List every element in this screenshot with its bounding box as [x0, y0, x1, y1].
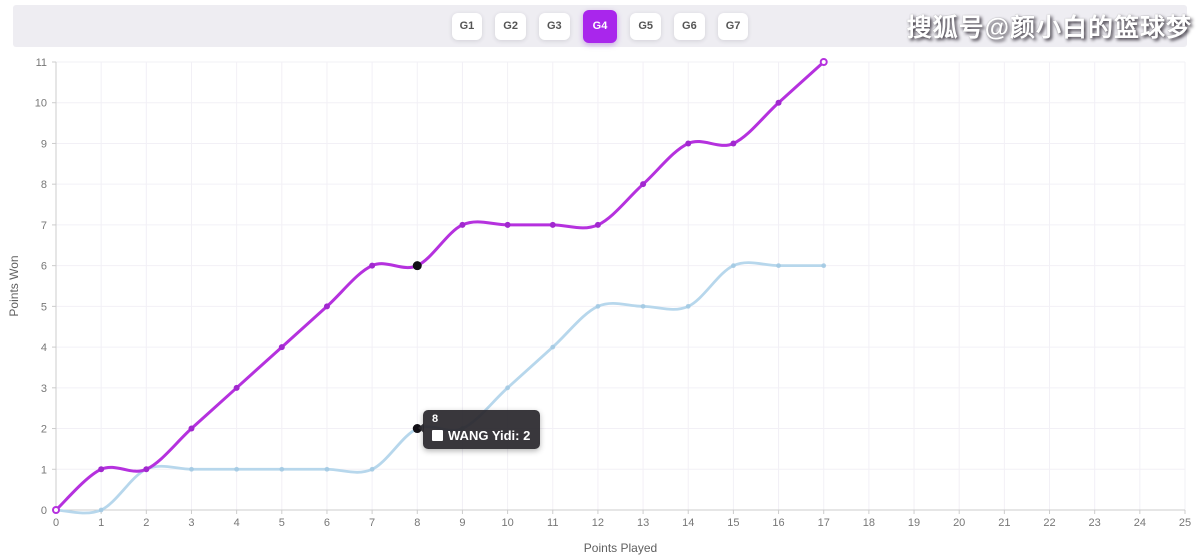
game-tab-g1[interactable]: G1 — [451, 13, 483, 40]
y-tick-label: 7 — [41, 220, 47, 232]
series-marker — [640, 303, 646, 309]
series-marker — [819, 58, 828, 66]
y-tick-label: 8 — [41, 179, 47, 191]
series-marker — [189, 466, 194, 472]
x-tick-label: 18 — [863, 517, 875, 529]
x-tick-label: 22 — [1043, 517, 1055, 529]
y-tick-label: 11 — [36, 57, 47, 69]
y-tick-label: 5 — [41, 301, 47, 313]
x-tick-label: 1 — [98, 517, 104, 529]
game-tab-g6[interactable]: G6 — [674, 13, 705, 40]
y-tick-label: 0 — [41, 505, 47, 517]
x-tick-label: 10 — [501, 517, 513, 529]
game-tabs: G1 G2 G3 G4 G5 G6 G7 — [0, 10, 1200, 43]
game-tab-g2[interactable]: G2 — [495, 13, 526, 40]
y-tick-label: 10 — [35, 98, 47, 110]
x-tick-label: 17 — [818, 517, 830, 529]
x-tick-label: 20 — [953, 517, 965, 529]
x-tick-label: 13 — [637, 517, 649, 529]
series-marker — [324, 466, 330, 472]
series-marker — [731, 263, 736, 269]
series-marker — [143, 466, 150, 473]
game-tab-g7[interactable]: G7 — [717, 13, 749, 40]
series-marker — [52, 506, 60, 514]
tooltip: 8 WANG Yidi: 2 — [417, 410, 541, 449]
series-marker — [595, 303, 601, 309]
x-tick-label: 19 — [908, 517, 920, 529]
series-marker — [594, 221, 601, 228]
series-swatch — [432, 430, 443, 441]
x-tick-label: 0 — [53, 517, 59, 529]
series-marker — [323, 303, 330, 310]
x-tick-label: 2 — [143, 517, 149, 529]
x-tick-label: 25 — [1179, 517, 1191, 529]
x-tick-label: 6 — [324, 517, 330, 529]
series-marker — [730, 140, 737, 147]
series-marker — [685, 140, 692, 147]
y-tick-label: 1 — [41, 464, 47, 476]
series-marker — [776, 263, 781, 269]
series-marker — [775, 99, 782, 106]
y-tick-label: 3 — [41, 383, 47, 395]
x-tick-label: 15 — [727, 517, 739, 529]
x-tick-label: 9 — [459, 517, 465, 529]
series-marker — [550, 344, 556, 350]
series-marker — [188, 425, 195, 432]
hover-dot — [412, 261, 422, 271]
series-marker — [505, 385, 510, 391]
watermark: 搜狐号@颜小白的篮球梦 — [906, 14, 1192, 42]
series-marker — [640, 181, 647, 188]
series-marker — [369, 466, 375, 472]
x-tick-label: 11 — [547, 517, 558, 529]
x-tick-label: 8 — [414, 517, 420, 529]
series-marker — [504, 221, 511, 228]
y-axis-title: Points Won — [7, 255, 21, 316]
y-tick-label: 9 — [41, 138, 47, 150]
y-tick-label: 4 — [41, 342, 47, 354]
x-tick-label: 21 — [998, 517, 1010, 529]
x-tick-label: 4 — [234, 517, 240, 529]
x-tick-label: 16 — [772, 517, 784, 529]
series-marker — [233, 384, 240, 391]
series-marker — [821, 263, 827, 269]
series-marker — [279, 466, 285, 472]
series-marker — [369, 262, 376, 269]
x-tick-label: 23 — [1089, 517, 1101, 529]
x-tick-label: 7 — [369, 517, 375, 529]
game-tab-g4[interactable]: G4 — [582, 10, 618, 43]
x-tick-label: 14 — [682, 517, 694, 529]
y-tick-label: 6 — [41, 261, 47, 273]
x-tick-label: 12 — [592, 517, 604, 529]
game-tab-g5[interactable]: G5 — [630, 13, 662, 40]
series-marker — [685, 303, 691, 309]
y-tick-label: 2 — [41, 424, 47, 436]
series-marker — [459, 221, 466, 228]
x-axis-title: Points Played — [584, 541, 657, 555]
series-marker — [98, 466, 105, 473]
x-tick-label: 5 — [279, 517, 285, 529]
game-tab-g3[interactable]: G3 — [538, 13, 570, 40]
tooltip-entry: WANG Yidi: 2 — [432, 429, 530, 442]
series-marker — [234, 466, 240, 472]
tooltip-title: 8 — [432, 413, 439, 425]
tooltip-entry-text: WANG Yidi: 2 — [448, 428, 531, 443]
series-marker — [549, 221, 556, 228]
x-tick-label: 3 — [188, 517, 194, 529]
x-tick-label: 24 — [1134, 517, 1146, 529]
series-marker — [98, 507, 104, 513]
series-marker — [278, 344, 285, 351]
